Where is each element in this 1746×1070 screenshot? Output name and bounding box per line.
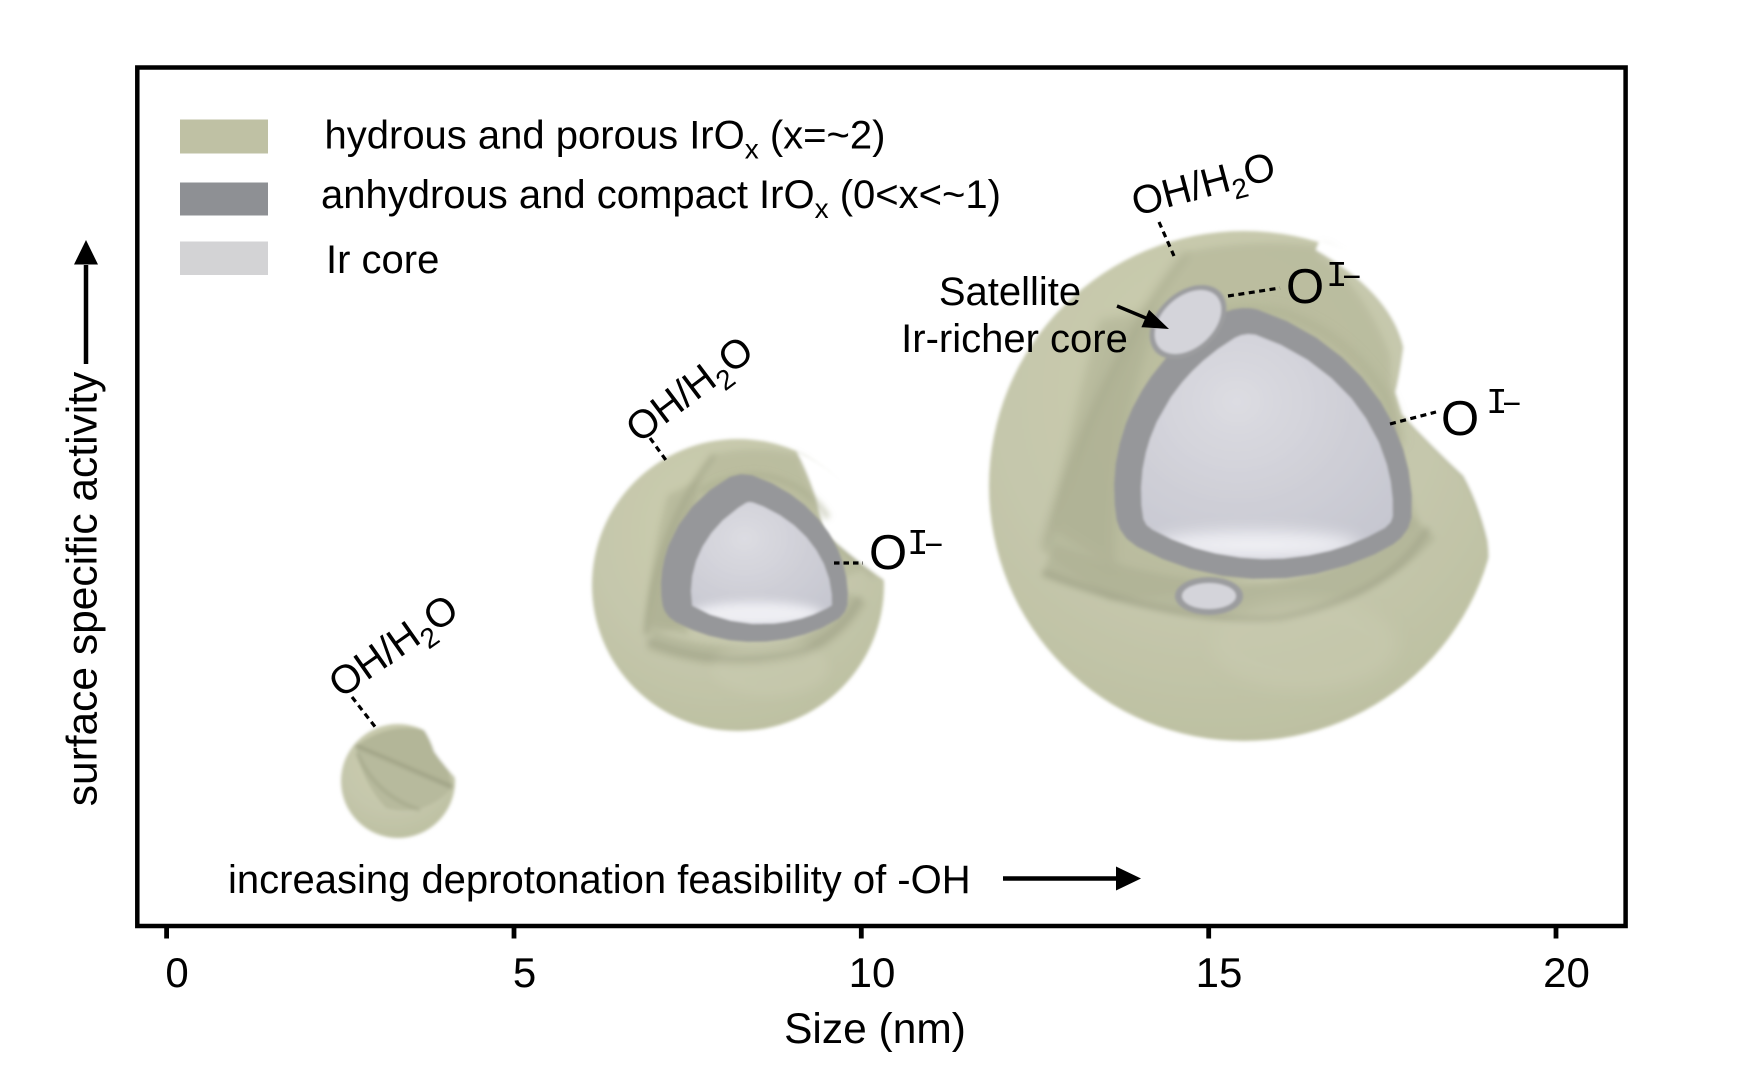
- svg-text:Ir core: Ir core: [326, 238, 439, 282]
- svg-text:I: I: [907, 524, 929, 565]
- svg-text:OH/H2O: OH/H2O: [321, 586, 470, 712]
- svg-text:–: –: [1501, 383, 1523, 424]
- svg-text:Size (nm): Size (nm): [784, 1006, 966, 1053]
- svg-text:I: I: [1326, 256, 1348, 297]
- svg-text:I: I: [1486, 383, 1508, 424]
- svg-text:OH/H2O: OH/H2O: [1127, 144, 1282, 231]
- svg-text:OH/H2O: OH/H2O: [618, 328, 766, 457]
- svg-text:5: 5: [513, 949, 536, 996]
- svg-text:Satellite: Satellite: [939, 270, 1081, 314]
- svg-text:0: 0: [165, 949, 188, 996]
- svg-text:O: O: [1286, 260, 1324, 314]
- svg-text:O: O: [1441, 392, 1479, 446]
- svg-text:15: 15: [1196, 949, 1243, 996]
- svg-text:Ir-richer core: Ir-richer core: [901, 317, 1128, 361]
- svg-text:surface specific activity: surface specific activity: [60, 371, 107, 806]
- svg-text:10: 10: [849, 949, 896, 996]
- svg-text:hydrous and porous IrOx (x=~2): hydrous and porous IrOx (x=~2): [325, 114, 886, 165]
- svg-text:increasing deprotonation feasi: increasing deprotonation feasibility of …: [228, 858, 971, 902]
- svg-text:–: –: [923, 524, 945, 565]
- svg-text:O: O: [869, 526, 907, 580]
- svg-text:anhydrous and compact IrOx (0<: anhydrous and compact IrOx (0<x<~1): [321, 173, 1001, 224]
- svg-text:20: 20: [1543, 949, 1590, 996]
- svg-text:–: –: [1341, 256, 1363, 297]
